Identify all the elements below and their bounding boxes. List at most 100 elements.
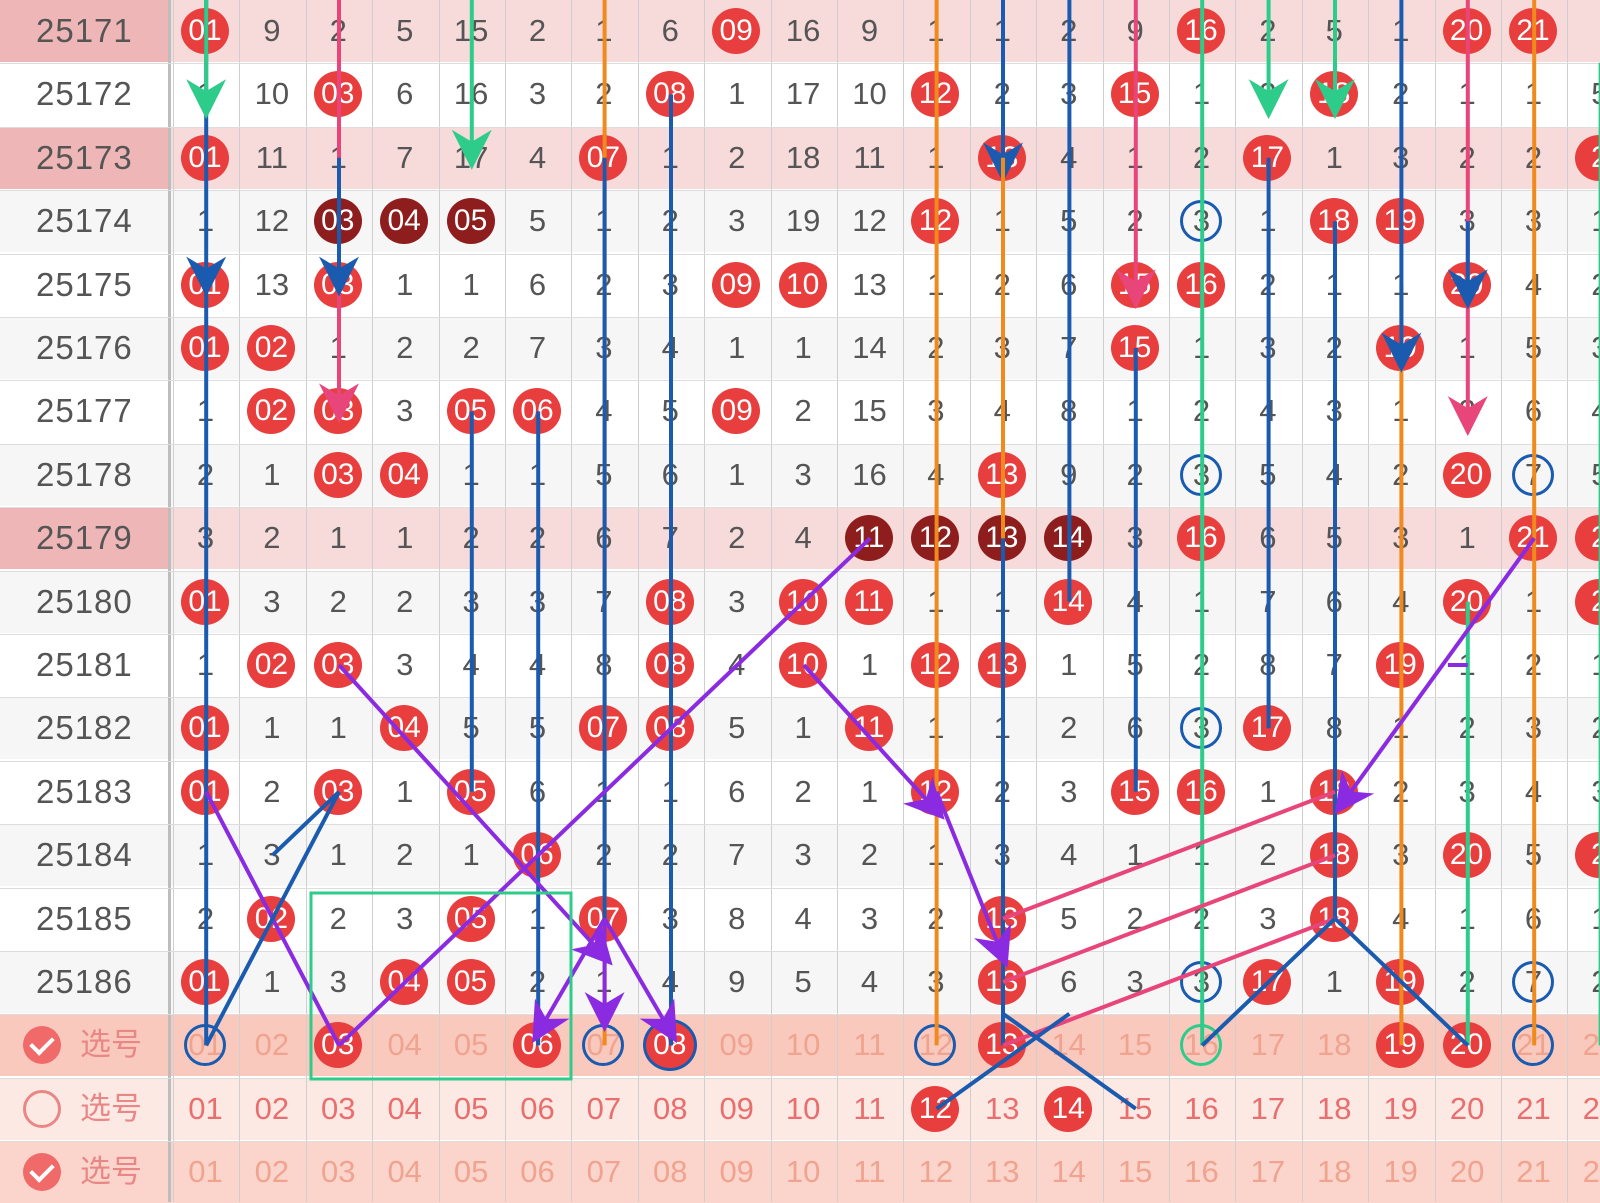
unchecked-icon[interactable] bbox=[23, 1089, 61, 1128]
cell-05[interactable]: 05 bbox=[439, 380, 504, 442]
cell-16[interactable]: 16 bbox=[1169, 0, 1234, 62]
cell-14[interactable]: 14 bbox=[1036, 571, 1101, 633]
cell-07[interactable]: 07 bbox=[571, 127, 636, 189]
select-toggle[interactable]: 选号 bbox=[0, 1014, 170, 1076]
cell-01[interactable]: 01 bbox=[173, 951, 238, 1013]
cell-02[interactable]: 02 bbox=[239, 317, 304, 379]
cell-03[interactable]: 03 bbox=[306, 634, 371, 696]
cell-07[interactable]: 07 bbox=[571, 888, 636, 950]
cell-03[interactable]: 03 bbox=[306, 254, 371, 316]
cell-12[interactable]: 12 bbox=[903, 761, 968, 823]
cell-21[interactable]: 21 bbox=[1501, 1014, 1566, 1076]
cell-05[interactable]: 05 bbox=[439, 888, 504, 950]
select-row[interactable]: 选号 01 02 03 04 05 06 07 08 09 10 11 12 13 14 15 16 17 18 19… bbox=[0, 1141, 1600, 1203]
cell-13[interactable]: 13 bbox=[970, 127, 1035, 189]
cell-16[interactable]: 3 bbox=[1169, 190, 1234, 252]
cell-22[interactable]: 2 bbox=[1567, 571, 1600, 633]
cell-20[interactable]: 20 bbox=[1435, 254, 1500, 316]
cell-20[interactable]: 20 bbox=[1435, 444, 1500, 506]
cell-09[interactable]: 09 bbox=[704, 254, 769, 316]
cell-19[interactable]: 19 bbox=[1368, 317, 1433, 379]
cell-17[interactable]: 17 bbox=[1235, 127, 1300, 189]
cell-18[interactable]: 18 bbox=[1302, 761, 1367, 823]
cell-22[interactable]: 2 bbox=[1567, 507, 1600, 569]
cell-01[interactable]: 01 bbox=[173, 571, 238, 633]
cell-06[interactable]: 06 bbox=[505, 380, 570, 442]
cell-18[interactable]: 18 bbox=[1302, 63, 1367, 125]
cell-15[interactable]: 15 bbox=[1103, 63, 1168, 125]
cell-16[interactable]: 16 bbox=[1169, 507, 1234, 569]
cell-13[interactable]: 13 bbox=[970, 1014, 1035, 1076]
cell-20[interactable]: 20 bbox=[1435, 1014, 1500, 1076]
cell-01[interactable]: 01 bbox=[173, 317, 238, 379]
cell-20[interactable]: 20 bbox=[1435, 0, 1500, 62]
cell-10[interactable]: 10 bbox=[771, 254, 836, 316]
cell-21[interactable]: 21 bbox=[1501, 507, 1566, 569]
cell-19[interactable]: 19 bbox=[1368, 951, 1433, 1013]
cell-20[interactable]: 20 bbox=[1435, 571, 1500, 633]
cell-17[interactable]: 17 bbox=[1235, 951, 1300, 1013]
cell-09[interactable]: 09 bbox=[704, 380, 769, 442]
cell-01[interactable]: 01 bbox=[173, 697, 238, 759]
cell-08[interactable]: 08 bbox=[638, 634, 703, 696]
cell-16[interactable]: 3 bbox=[1169, 444, 1234, 506]
cell-21[interactable]: 7 bbox=[1501, 444, 1566, 506]
cell-11[interactable]: 11 bbox=[837, 571, 902, 633]
cell-03[interactable]: 03 bbox=[306, 761, 371, 823]
select-toggle[interactable]: 选号 bbox=[0, 1141, 170, 1203]
cell-13[interactable]: 13 bbox=[970, 444, 1035, 506]
cell-04[interactable]: 04 bbox=[372, 697, 437, 759]
cell-13[interactable]: 13 bbox=[970, 888, 1035, 950]
cell-05[interactable]: 05 bbox=[439, 761, 504, 823]
cell-01[interactable]: 01 bbox=[173, 127, 238, 189]
cell-11[interactable]: 11 bbox=[837, 697, 902, 759]
cell-02[interactable]: 02 bbox=[239, 888, 304, 950]
cell-12[interactable]: 12 bbox=[903, 1078, 968, 1140]
cell-08[interactable]: 08 bbox=[638, 63, 703, 125]
cell-18[interactable]: 18 bbox=[1302, 190, 1367, 252]
cell-07[interactable]: 07 bbox=[571, 1014, 636, 1076]
cell-16[interactable]: 3 bbox=[1169, 951, 1234, 1013]
cell-20[interactable]: 20 bbox=[1435, 824, 1500, 886]
cell-17[interactable]: 17 bbox=[1235, 697, 1300, 759]
cell-09[interactable]: 09 bbox=[704, 0, 769, 62]
cell-16[interactable]: 3 bbox=[1169, 697, 1234, 759]
cell-12[interactable]: 12 bbox=[903, 190, 968, 252]
select-row[interactable]: 选号 01 02 03 04 05 06 07 08 09 10 11 12 13 14 15 16 17 18 19… bbox=[0, 1077, 1600, 1140]
cell-19[interactable]: 19 bbox=[1368, 1014, 1433, 1076]
cell-15[interactable]: 15 bbox=[1103, 317, 1168, 379]
cell-10[interactable]: 10 bbox=[771, 571, 836, 633]
cell-08[interactable]: 08 bbox=[638, 1014, 703, 1076]
cell-01[interactable]: 01 bbox=[173, 1014, 238, 1076]
cell-08[interactable]: 08 bbox=[638, 571, 703, 633]
cell-07[interactable]: 07 bbox=[571, 697, 636, 759]
cell-22[interactable]: 2 bbox=[1567, 824, 1600, 886]
cell-02[interactable]: 02 bbox=[239, 380, 304, 442]
cell-13[interactable]: 13 bbox=[970, 951, 1035, 1013]
cell-04[interactable]: 04 bbox=[372, 444, 437, 506]
cell-15[interactable]: 15 bbox=[1103, 761, 1168, 823]
cell-01[interactable]: 01 bbox=[173, 254, 238, 316]
cell-03[interactable]: 03 bbox=[306, 380, 371, 442]
cell-15[interactable]: 15 bbox=[1103, 254, 1168, 316]
cell-01[interactable]: 01 bbox=[173, 761, 238, 823]
cell-02[interactable]: 02 bbox=[239, 634, 304, 696]
cell-03[interactable]: 03 bbox=[306, 1014, 371, 1076]
cell-21[interactable]: 21 bbox=[1501, 0, 1566, 62]
cell-12[interactable]: 12 bbox=[903, 63, 968, 125]
cell-18[interactable]: 18 bbox=[1302, 824, 1367, 886]
cell-22[interactable]: 2 bbox=[1567, 127, 1600, 189]
cell-14[interactable]: 14 bbox=[1036, 1078, 1101, 1140]
cell-04[interactable]: 04 bbox=[372, 951, 437, 1013]
cell-12[interactable]: 12 bbox=[903, 634, 968, 696]
cell-19[interactable]: 19 bbox=[1368, 190, 1433, 252]
cell-16[interactable]: 16 bbox=[1169, 761, 1234, 823]
cell-19[interactable]: 19 bbox=[1368, 634, 1433, 696]
cell-03[interactable]: 03 bbox=[306, 63, 371, 125]
cell-08[interactable]: 08 bbox=[638, 697, 703, 759]
cell-01[interactable]: 01 bbox=[173, 0, 238, 62]
checked-icon[interactable] bbox=[23, 1153, 61, 1192]
cell-21[interactable]: 7 bbox=[1501, 951, 1566, 1013]
cell-12[interactable]: 12 bbox=[903, 1014, 968, 1076]
cell-16[interactable]: 16 bbox=[1169, 254, 1234, 316]
